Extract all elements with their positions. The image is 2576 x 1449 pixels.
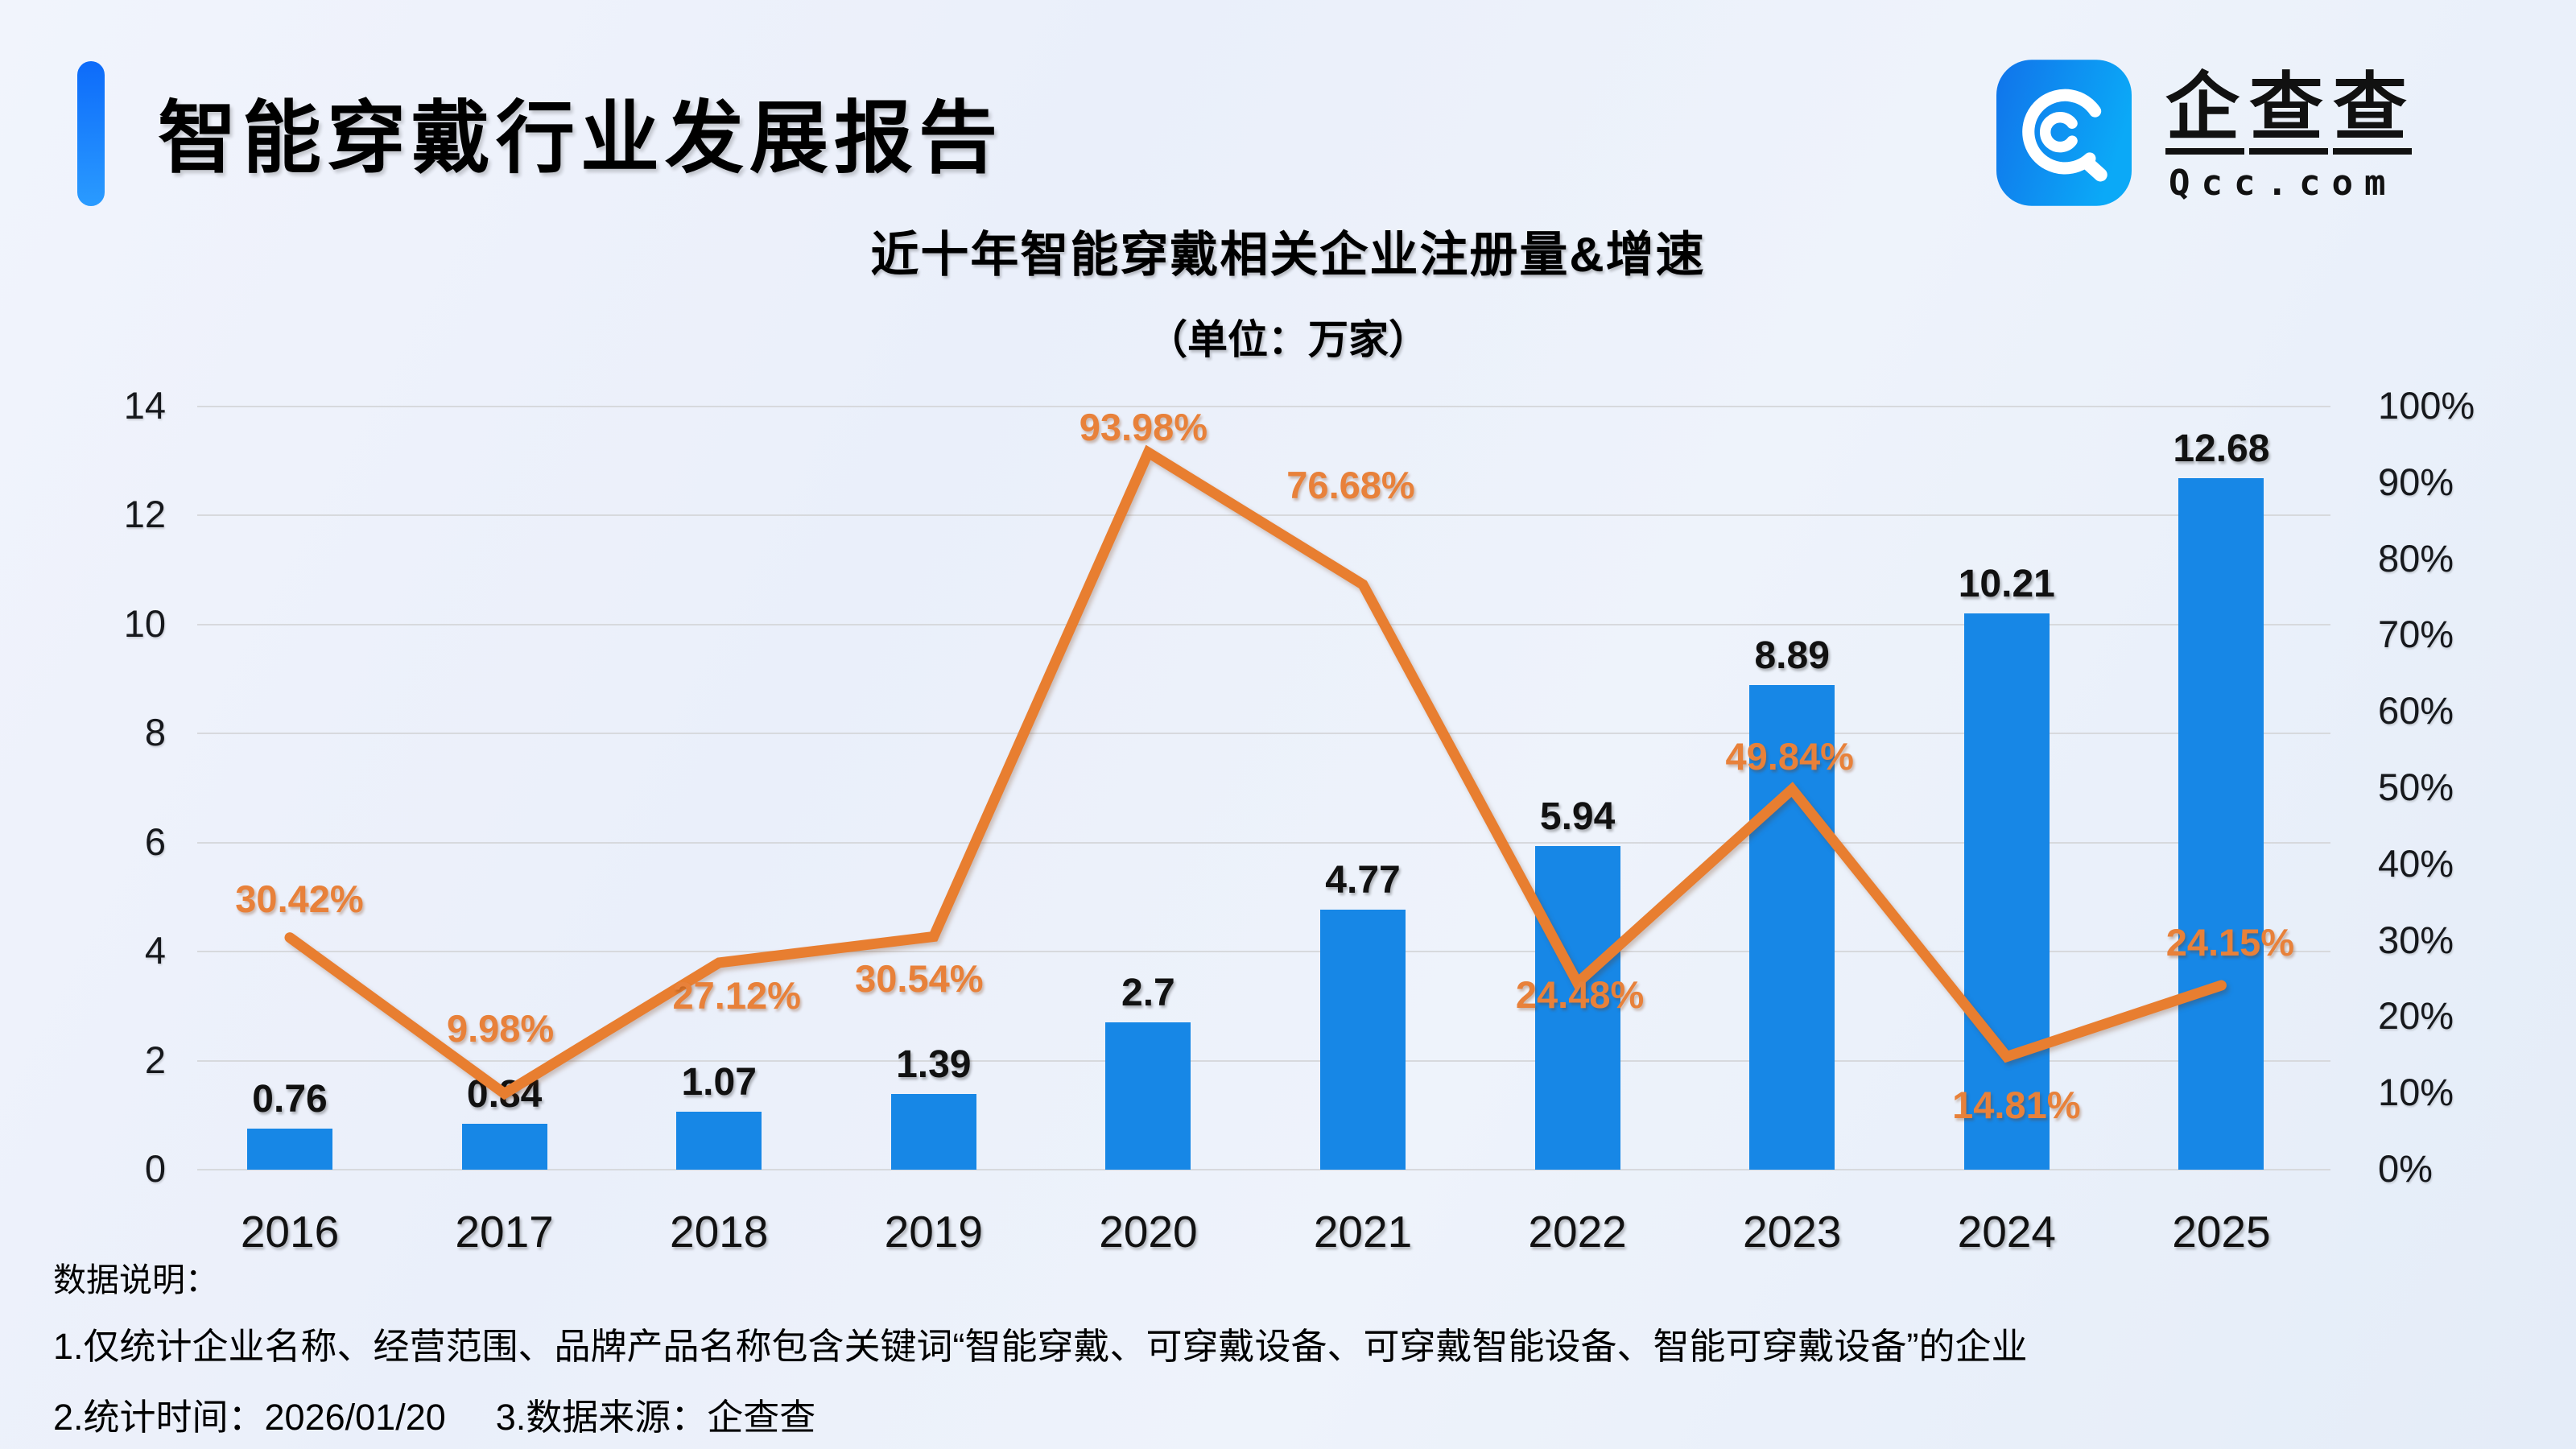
footer-note-2-time: 2.统计时间：2026/01/20 xyxy=(53,1397,446,1438)
bar-2025 xyxy=(2178,478,2264,1170)
bar-2021 xyxy=(1320,910,1406,1170)
growth-rate-label: 49.84% xyxy=(1725,734,1854,778)
bar-value-label: 5.94 xyxy=(1539,795,1616,838)
right-axis-tick: 50% xyxy=(2378,766,2454,808)
gridline xyxy=(197,623,2330,625)
x-axis-label-2016: 2016 xyxy=(240,1207,340,1257)
growth-rate-label: 30.54% xyxy=(855,957,984,1001)
bar-value-label: 0.76 xyxy=(252,1077,328,1121)
x-axis-label-2024: 2024 xyxy=(1957,1207,2056,1257)
bar-2024 xyxy=(1963,613,2050,1170)
bar-value-label: 12.68 xyxy=(2173,427,2270,471)
right-axis-tick: 40% xyxy=(2378,841,2454,885)
bar-value-label: 10.21 xyxy=(1958,562,2055,605)
chart-subtitle: （单位：万家） xyxy=(1147,317,1429,362)
left-axis-tick: 4 xyxy=(144,929,166,972)
bar-2023 xyxy=(1749,685,1835,1170)
bar-2016 xyxy=(247,1128,332,1170)
bar-value-label: 4.77 xyxy=(1325,859,1401,902)
right-axis-tick: 20% xyxy=(2378,994,2454,1038)
x-axis-label-2020: 2020 xyxy=(1099,1207,1198,1257)
growth-rate-label: 24.48% xyxy=(1515,972,1645,1016)
bar-value-label: 1.07 xyxy=(681,1060,757,1104)
bar-2022 xyxy=(1534,845,1620,1170)
left-axis-tick: 12 xyxy=(123,493,166,536)
logo-brand-char: 查 xyxy=(2333,69,2413,155)
chart-title: 近十年智能穿戴相关企业注册量&增速 xyxy=(870,228,1706,282)
footer-note-2: 2.统计时间：2026/01/20 3.数据来源：企查查 xyxy=(53,1388,815,1440)
x-axis-label-2019: 2019 xyxy=(884,1207,983,1257)
right-axis-tick: 80% xyxy=(2378,536,2454,580)
right-axis-tick: 0% xyxy=(2378,1147,2433,1190)
gridline xyxy=(197,1059,2330,1062)
logo-brand-char: 查 xyxy=(2249,69,2329,155)
growth-line-path xyxy=(284,444,2227,1100)
left-axis-tick: 2 xyxy=(144,1038,166,1081)
right-axis-tick: 100% xyxy=(2378,384,2475,427)
growth-rate-label: 76.68% xyxy=(1286,464,1415,507)
growth-rate-label: 93.98% xyxy=(1079,406,1208,449)
right-axis-tick: 30% xyxy=(2378,918,2454,961)
gridline xyxy=(197,1169,2330,1170)
bar-2017 xyxy=(461,1124,547,1170)
x-axis-label-2018: 2018 xyxy=(670,1207,769,1257)
bar-value-label: 2.7 xyxy=(1121,972,1175,1015)
right-axis-tick: 10% xyxy=(2378,1071,2454,1114)
growth-rate-label: 9.98% xyxy=(446,1007,555,1051)
logo-brand-char: 企 xyxy=(2165,69,2245,155)
x-axis-label-2021: 2021 xyxy=(1313,1207,1413,1257)
bar-2018 xyxy=(676,1111,762,1170)
growth-rate-label: 30.42% xyxy=(235,877,364,920)
growth-rate-label: 14.81% xyxy=(1952,1083,2081,1126)
right-axis-tick: 70% xyxy=(2378,613,2454,656)
x-axis-label-2023: 2023 xyxy=(1743,1207,1842,1257)
right-axis-tick: 90% xyxy=(2378,460,2454,503)
qcc-magnifier-icon xyxy=(1996,60,2132,206)
logo-brand-text: 企查查 xyxy=(2165,66,2417,155)
bar-value-label: 8.89 xyxy=(1754,634,1830,678)
gridline xyxy=(197,406,2330,407)
gridline xyxy=(197,733,2330,735)
page-title: 智能穿戴行业发展报告 xyxy=(158,93,1004,182)
right-axis-tick: 60% xyxy=(2378,689,2454,733)
gridline xyxy=(197,951,2330,953)
footer-note-1: 1.仅统计企业名称、经营范围、品牌产品名称包含关键词“智能穿戴、可穿戴设备、可穿… xyxy=(53,1326,2028,1367)
gridline xyxy=(197,514,2330,517)
qcc-logo: 企查查 Qcc.com xyxy=(1996,60,2560,213)
bar-value-label: 1.39 xyxy=(896,1042,972,1086)
gridline xyxy=(197,841,2330,844)
growth-rate-label: 27.12% xyxy=(672,973,801,1017)
left-axis-tick: 10 xyxy=(123,601,166,645)
x-axis-label-2022: 2022 xyxy=(1528,1207,1627,1257)
footer-heading: 数据说明： xyxy=(53,1261,218,1298)
title-accent-bar xyxy=(77,61,105,206)
bar-2019 xyxy=(890,1093,976,1170)
x-axis-label-2017: 2017 xyxy=(455,1207,554,1257)
footer-note-2-source: 3.数据来源：企查查 xyxy=(495,1397,816,1438)
x-axis-label-2025: 2025 xyxy=(2172,1207,2271,1257)
left-axis-tick: 8 xyxy=(144,711,166,754)
logo-domain-text: Qcc.com xyxy=(2169,163,2397,204)
left-axis-tick: 6 xyxy=(144,819,166,863)
bar-2020 xyxy=(1105,1022,1191,1170)
growth-rate-label: 24.15% xyxy=(2165,921,2295,964)
left-axis-tick: 0 xyxy=(144,1147,166,1190)
left-axis-tick: 14 xyxy=(123,384,166,427)
